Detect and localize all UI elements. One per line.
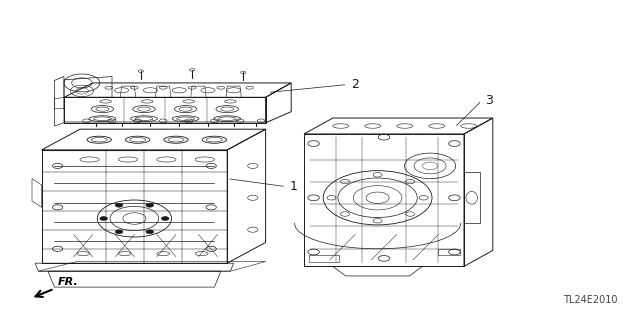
Circle shape (146, 230, 154, 234)
Text: 2: 2 (351, 78, 358, 91)
Circle shape (115, 230, 123, 234)
Text: FR.: FR. (58, 277, 78, 287)
Circle shape (161, 217, 169, 220)
Text: TL24E2010: TL24E2010 (563, 295, 618, 305)
Circle shape (115, 203, 123, 207)
Text: 1: 1 (289, 180, 297, 193)
Text: 3: 3 (485, 94, 493, 107)
Circle shape (100, 217, 108, 220)
Circle shape (146, 203, 154, 207)
